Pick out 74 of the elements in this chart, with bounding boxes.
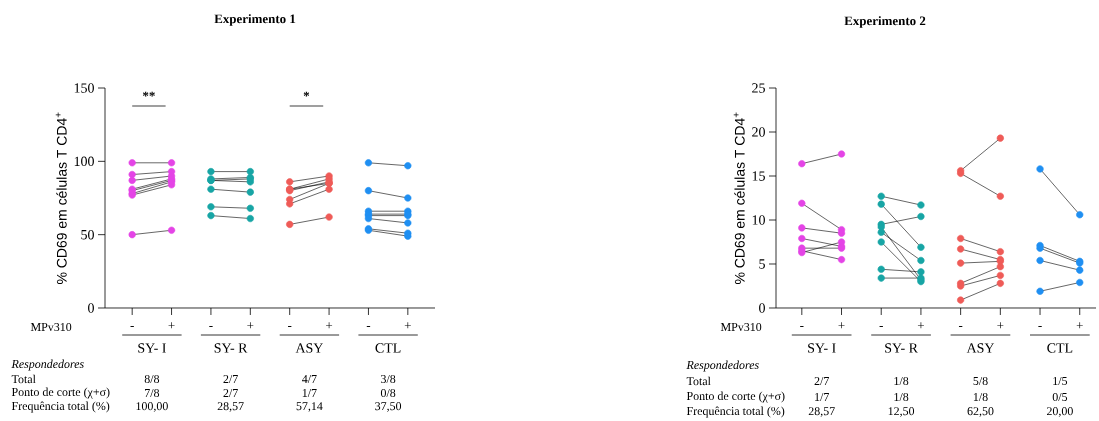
text: 1/5 — [1053, 377, 1068, 385]
x-tick-label: - — [800, 325, 804, 327]
text: 62,50 — [967, 407, 994, 417]
x-tick-label: + — [917, 322, 924, 329]
text: 0/8 — [380, 388, 396, 398]
text: SY- I — [808, 343, 836, 353]
text: 1/7 — [302, 389, 317, 397]
text: 8/8 — [144, 374, 160, 384]
text: Ponto de corte (χ+σ) — [11, 387, 110, 399]
text: 2/7 — [814, 376, 829, 386]
text: 12,50 — [888, 407, 915, 417]
x-tick-label: + — [838, 322, 845, 329]
text: Total — [686, 376, 711, 386]
text: 0/5 — [1052, 392, 1068, 402]
x-tick-label: - — [1038, 325, 1042, 327]
y-tick-label: 0 — [759, 303, 765, 313]
y-tick-label: 5 — [759, 259, 765, 269]
y-axis-title: % CD69 em células T CD4$^{+}$ — [55, 112, 67, 284]
text: 2/7 — [223, 374, 238, 384]
text: 1/7 — [815, 393, 829, 401]
x-tick-label: - — [130, 325, 134, 327]
text: 20,00 — [1046, 407, 1073, 417]
text: SY- R — [885, 343, 918, 353]
text: 1/8 — [894, 376, 909, 386]
y-tick-label: 100 — [74, 156, 94, 167]
text: Frequência total (%) — [11, 401, 110, 413]
chart-title: Experimento 1 — [214, 14, 296, 26]
x-tick-label: - — [958, 325, 963, 327]
text: 57,14 — [296, 402, 323, 412]
text: 37,50 — [375, 402, 402, 412]
chart-title: Experimento 2 — [844, 16, 926, 28]
text: SY- R — [214, 343, 248, 353]
annotation: ** — [142, 91, 155, 97]
y-tick-label: 0 — [88, 303, 94, 313]
text: Respondedores — [686, 360, 759, 372]
text: MPv310 — [720, 322, 762, 332]
x-tick-label: - — [879, 325, 883, 327]
text: 28,57 — [217, 402, 244, 412]
y-tick-label: 15 — [752, 171, 765, 181]
text: 2/7 — [223, 388, 238, 398]
x-tick-label: + — [997, 322, 1004, 329]
text: ASY — [295, 343, 323, 353]
x-tick-label: + — [326, 322, 333, 329]
x-tick-label: + — [404, 322, 411, 329]
x-tick-label: + — [1076, 322, 1083, 329]
text: 5/8 — [973, 376, 988, 386]
x-tick-label: - — [209, 325, 213, 327]
x-tick-label: - — [288, 325, 292, 327]
text: MPv310 — [30, 322, 72, 332]
y-tick-label: 20 — [752, 127, 765, 137]
text: CTL — [375, 343, 401, 353]
text: 28,57 — [808, 407, 835, 417]
text: CTL — [1047, 343, 1073, 353]
text: 1/8 — [973, 392, 988, 402]
y-tick-label: 150 — [74, 83, 94, 93]
text: 4/7 — [302, 375, 317, 383]
text: Total — [11, 374, 36, 384]
y-tick-label: 50 — [81, 229, 94, 240]
text: 3/8 — [381, 374, 396, 384]
text: Frequência total (%) — [686, 406, 785, 418]
text: Ponto de corte (χ+σ) — [686, 391, 785, 403]
annotation: * — [303, 91, 310, 97]
x-tick-label: + — [168, 322, 175, 329]
text: Respondedores — [11, 359, 84, 371]
x-tick-label: - — [366, 325, 371, 327]
text: 100,00 — [136, 402, 168, 412]
y-tick-label: 25 — [752, 83, 765, 93]
text: 1/8 — [894, 392, 909, 402]
x-tick-label: + — [247, 322, 254, 329]
text: ASY — [966, 343, 995, 353]
text: 7/8 — [145, 388, 160, 398]
y-axis-title: % CD69 em células T CD4$^{+}$ — [733, 112, 745, 284]
y-tick-label: 10 — [752, 215, 765, 225]
text: SY- I — [138, 343, 166, 353]
